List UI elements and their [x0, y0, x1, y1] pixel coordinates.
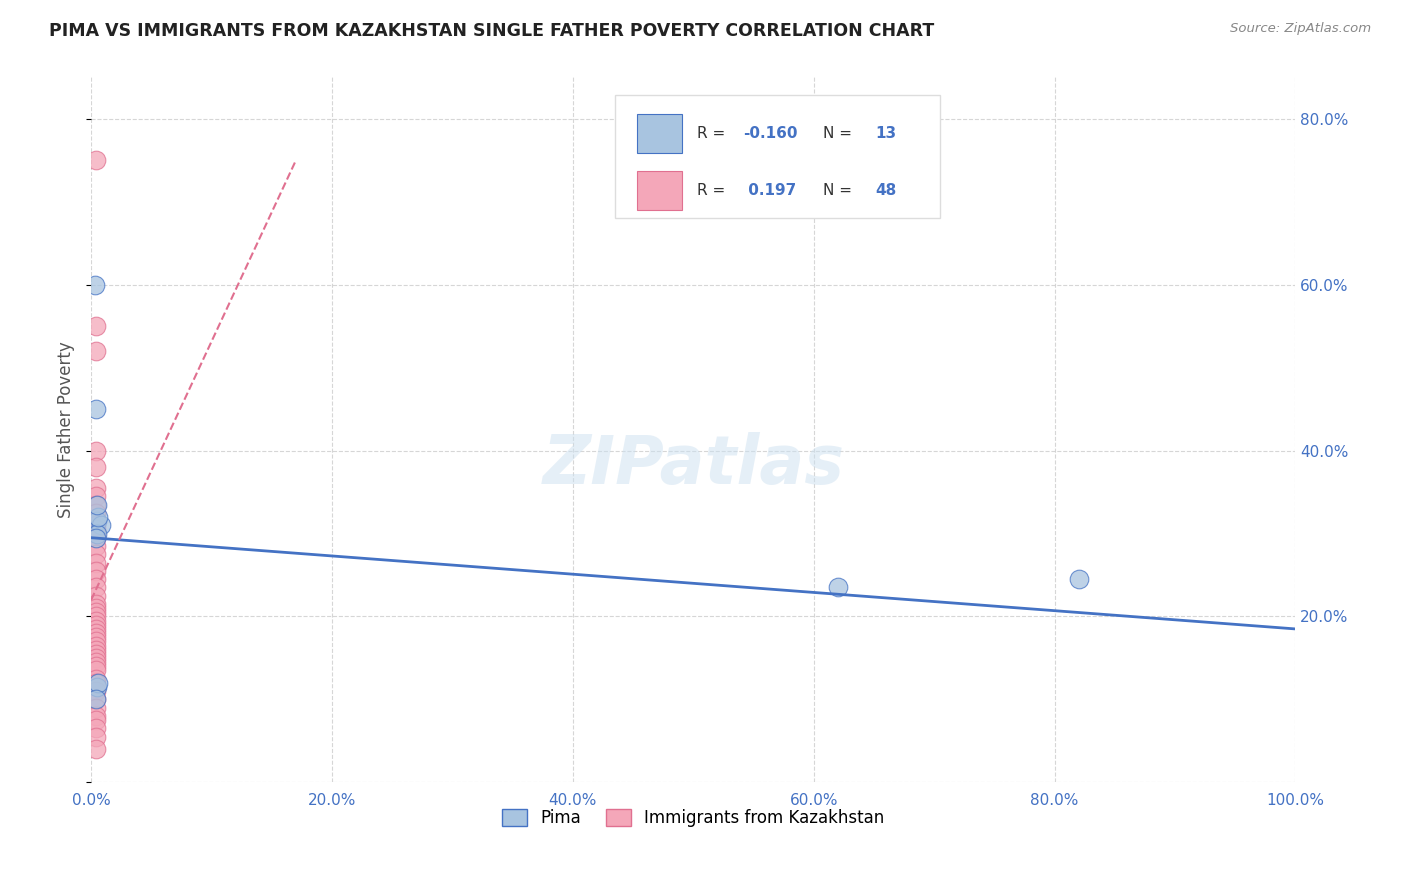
Point	[84, 676, 107, 690]
Text: 0.197: 0.197	[742, 183, 796, 198]
Text: -0.160: -0.160	[742, 127, 797, 141]
FancyBboxPatch shape	[637, 114, 682, 153]
Point	[84, 572, 107, 586]
Text: ZIPatlas: ZIPatlas	[543, 432, 845, 498]
Text: R =: R =	[697, 183, 730, 198]
Y-axis label: Single Father Poverty: Single Father Poverty	[58, 342, 75, 518]
Point	[84, 730, 107, 744]
Point	[84, 617, 107, 632]
Text: 48: 48	[875, 183, 897, 198]
Point	[84, 655, 107, 669]
Point	[84, 626, 107, 640]
Point	[84, 601, 107, 615]
Point	[827, 581, 849, 595]
Point	[84, 684, 107, 698]
Point	[84, 523, 107, 537]
Point	[84, 344, 107, 359]
Legend: Pima, Immigrants from Kazakhstan: Pima, Immigrants from Kazakhstan	[495, 803, 891, 834]
Point	[84, 659, 107, 673]
Text: Source: ZipAtlas.com: Source: ZipAtlas.com	[1230, 22, 1371, 36]
Point	[84, 319, 107, 334]
FancyBboxPatch shape	[637, 171, 682, 210]
Point	[84, 556, 107, 570]
Point	[84, 692, 107, 706]
Point	[83, 277, 105, 292]
Point	[84, 531, 107, 545]
FancyBboxPatch shape	[614, 95, 941, 219]
Point	[84, 481, 107, 495]
Point	[90, 518, 112, 533]
Text: N =: N =	[824, 183, 858, 198]
Point	[84, 547, 107, 561]
Point	[84, 651, 107, 665]
Point	[84, 634, 107, 648]
Point	[1067, 572, 1090, 586]
Point	[86, 498, 108, 512]
Point	[84, 639, 107, 653]
Point	[84, 630, 107, 644]
Point	[84, 443, 107, 458]
Text: R =: R =	[697, 127, 730, 141]
Point	[84, 647, 107, 661]
Point	[84, 597, 107, 611]
Point	[84, 518, 107, 533]
Point	[86, 514, 108, 528]
Point	[84, 498, 107, 512]
Point	[84, 589, 107, 603]
Point	[86, 526, 108, 541]
Point	[84, 402, 107, 417]
Point	[84, 700, 107, 714]
Point	[84, 581, 107, 595]
Point	[84, 564, 107, 578]
Point	[84, 622, 107, 636]
Point	[84, 539, 107, 553]
Point	[84, 460, 107, 475]
Text: PIMA VS IMMIGRANTS FROM KAZAKHSTAN SINGLE FATHER POVERTY CORRELATION CHART: PIMA VS IMMIGRANTS FROM KAZAKHSTAN SINGL…	[49, 22, 935, 40]
Point	[84, 514, 107, 528]
Point	[87, 510, 110, 524]
Point	[84, 713, 107, 727]
Point	[84, 526, 107, 541]
Point	[87, 676, 110, 690]
Point	[84, 605, 107, 619]
Point	[84, 742, 107, 756]
Point	[84, 506, 107, 520]
Point	[84, 692, 107, 706]
Point	[84, 664, 107, 678]
Point	[84, 609, 107, 624]
Point	[84, 531, 107, 545]
Text: N =: N =	[824, 127, 858, 141]
Point	[84, 709, 107, 723]
Point	[86, 680, 108, 694]
Point	[84, 153, 107, 168]
Point	[84, 614, 107, 628]
Text: 13: 13	[875, 127, 896, 141]
Point	[84, 642, 107, 657]
Point	[84, 489, 107, 503]
Point	[84, 722, 107, 736]
Point	[84, 672, 107, 686]
